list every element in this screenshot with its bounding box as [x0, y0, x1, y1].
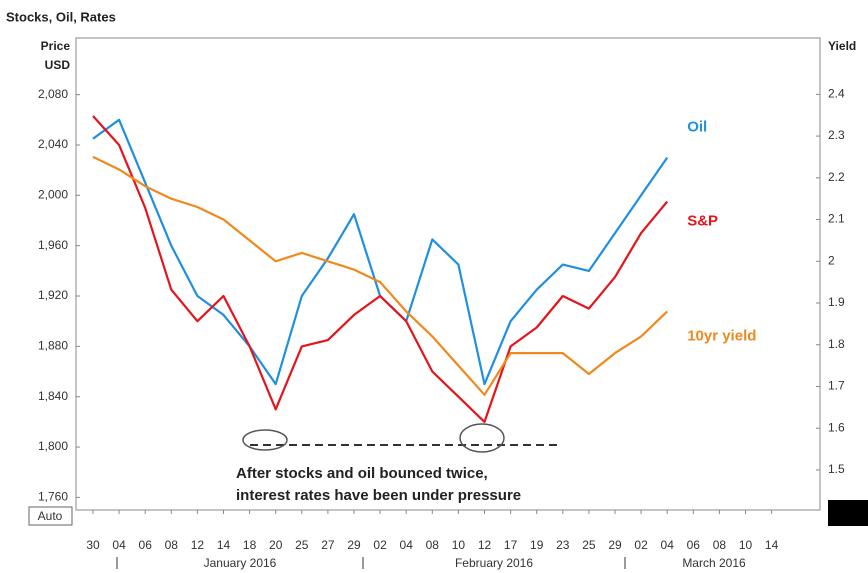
auto-button-label[interactable]: Auto [38, 509, 63, 523]
x-tick-label: 04 [400, 538, 414, 552]
x-tick-label: 19 [530, 538, 544, 552]
y2-tick-label: 2 [828, 253, 835, 267]
month-label: March 2016 [682, 556, 746, 570]
y2-tick-label: 1.6 [828, 420, 845, 434]
y2-tick-label: 2.2 [828, 170, 845, 184]
y2-tick-label: 2.4 [828, 87, 845, 101]
x-tick-label: 29 [608, 538, 622, 552]
x-tick-label: 06 [687, 538, 701, 552]
y-tick-label: 2,000 [38, 188, 68, 202]
x-tick-label: 02 [634, 538, 648, 552]
x-tick-label: 08 [165, 538, 179, 552]
x-tick-label: 20 [269, 538, 283, 552]
x-tick-label: 30 [86, 538, 100, 552]
series-line [92, 155, 668, 396]
y-tick-label: 2,080 [38, 87, 68, 101]
x-tick-label: 10 [452, 538, 466, 552]
x-tick-label: 10 [739, 538, 753, 552]
y-axis-label: Price [41, 39, 71, 53]
y-axis-label: USD [45, 58, 71, 72]
x-tick-label: 08 [713, 538, 727, 552]
y-tick-label: 1,760 [38, 490, 68, 504]
x-tick-label: 29 [347, 538, 361, 552]
month-label: January 2016 [204, 556, 277, 570]
circle [242, 429, 288, 451]
y-tick-label: 2,040 [38, 137, 68, 151]
x-tick-label: 02 [373, 538, 387, 552]
y2-tick-label: 2.3 [828, 128, 845, 142]
y-tick-label: 1,800 [38, 439, 68, 453]
x-tick-label: 14 [217, 538, 231, 552]
y-tick-label: 1,840 [38, 389, 68, 403]
series-line [92, 115, 669, 423]
x-tick-label: 04 [112, 538, 126, 552]
chart-title: Stocks, Oil, Rates [6, 9, 116, 24]
x-tick-label: 08 [426, 538, 440, 552]
x-tick-label: 27 [321, 538, 335, 552]
y2-tick-label: 1.8 [828, 337, 845, 351]
x-tick-label: 14 [765, 538, 779, 552]
auto-button[interactable] [28, 506, 73, 526]
x-tick-label: 12 [191, 538, 205, 552]
x-tick-label: 06 [139, 538, 153, 552]
x-tick-label: 25 [295, 538, 309, 552]
series-label: S&P [687, 213, 718, 230]
annotation: After stocks and oil bounced twice, [236, 465, 488, 482]
circle [459, 423, 505, 453]
x-tick-label: 12 [478, 538, 492, 552]
y2-tick-label: 2.1 [828, 212, 845, 226]
y-tick-label: 1,880 [38, 339, 68, 353]
y-tick-label: 1,920 [38, 288, 68, 302]
y2-tick-label: 1.5 [828, 462, 845, 476]
black-box [828, 500, 868, 526]
y-tick-label: 1,960 [38, 238, 68, 252]
x-tick-label: 04 [661, 538, 675, 552]
x-tick-label: 25 [582, 538, 596, 552]
y2-tick-label: 1.7 [828, 379, 845, 393]
x-tick-label: 18 [243, 538, 257, 552]
x-tick-label: 23 [556, 538, 570, 552]
y2-axis-label: Yield [828, 39, 856, 53]
y2-tick-label: 1.9 [828, 295, 845, 309]
series-line [92, 118, 669, 386]
plot-frame [75, 37, 821, 511]
series-label: Oil [687, 119, 707, 136]
series-label: 10yr yield [687, 327, 756, 344]
annotation: interest rates have been under pressure [236, 487, 521, 504]
x-tick-label: 17 [504, 538, 518, 552]
month-label: February 2016 [455, 556, 533, 570]
